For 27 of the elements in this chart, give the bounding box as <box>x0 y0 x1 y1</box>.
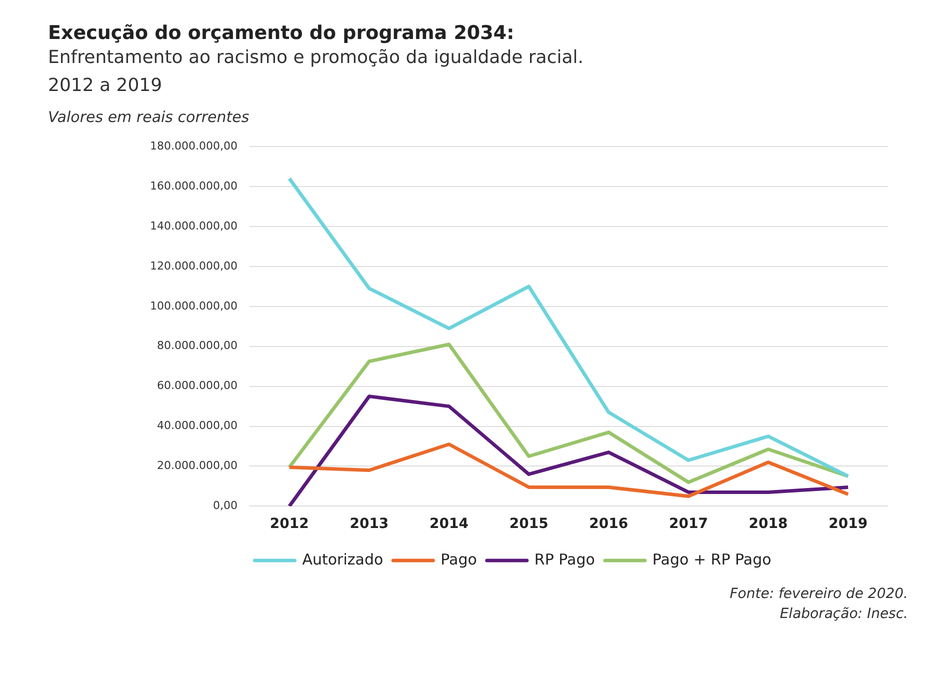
legend-label: RP Pago <box>534 550 595 568</box>
x-tick-label: 2016 <box>589 516 628 532</box>
x-tick-label: 2015 <box>509 516 548 532</box>
chart-title: Execução do orçamento do programa 2034: <box>48 22 516 44</box>
legend-label: Pago <box>440 550 477 568</box>
y-tick-label: 0,00 <box>212 499 238 512</box>
y-tick-label: 120.000.000,00 <box>150 259 238 272</box>
x-tick-label: 2018 <box>748 516 788 532</box>
text: Elaboração: Inesc. <box>778 605 908 624</box>
y-tick-label: 40.000.000,00 <box>156 419 238 432</box>
y-tick-label: 60.000.000,00 <box>156 379 238 392</box>
x-tick-label: 2017 <box>668 516 708 532</box>
y-tick-label: 20.000.000,00 <box>156 459 238 472</box>
y-axis-title: Valores em reais correntes <box>48 108 250 126</box>
x-tick-label: 2012 <box>270 516 309 532</box>
x-tick-label: 2019 <box>828 516 868 532</box>
y-tick-label: 180.000.000,00 <box>150 139 238 152</box>
source-note: Fonte: fevereiro de 2020. <box>728 585 908 604</box>
y-tick-label: 140.000.000,00 <box>150 219 238 232</box>
y-tick-label: 100.000.000,00 <box>150 299 238 312</box>
chart-subtitle: Enfrentamento ao racismo e promoção da igualdade racial. 2012 a 2019 <box>48 46 584 98</box>
y-tick-label: 80.000.000,00 <box>156 339 238 352</box>
legend-label: Pago + RP Pago <box>652 550 772 568</box>
x-tick-label: 2014 <box>430 516 469 532</box>
y-tick-label: 160.000.000,00 <box>150 179 238 192</box>
x-tick-label: 2013 <box>350 516 389 532</box>
legend-label: Autorizado <box>302 550 384 568</box>
